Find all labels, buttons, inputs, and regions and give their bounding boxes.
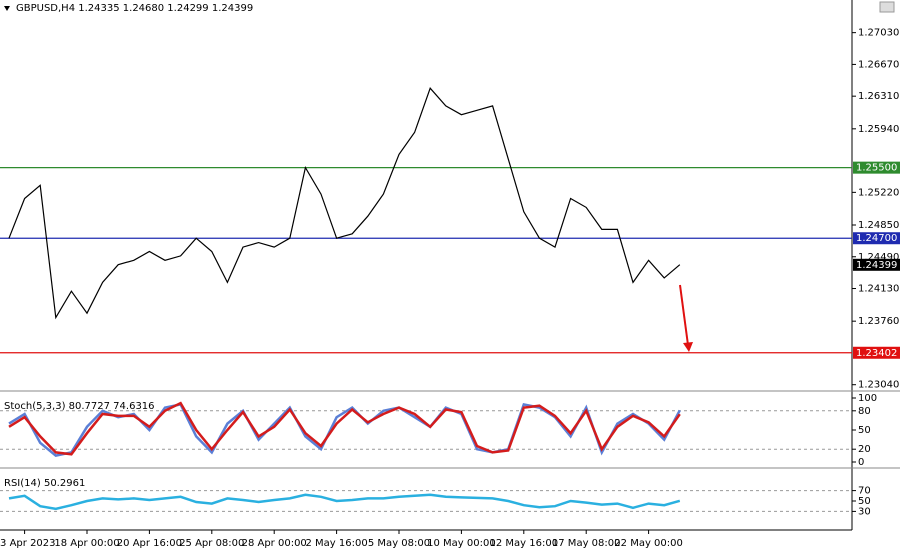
arrow-head [683,342,693,352]
x-tick-label: 18 Apr 00:00 [54,538,119,549]
level-label: 1.25500 [856,163,897,174]
x-tick-label: 2 May 16:00 [305,538,367,549]
y-tick-label: 80 [858,406,871,417]
x-tick-label: 17 May 08:00 [552,538,621,549]
y-tick-label: 1.24130 [858,284,899,295]
window-icon[interactable] [879,1,895,13]
series-line [8,493,681,511]
y-tick-label: 0 [858,457,864,468]
x-tick-label: 13 Apr 2023 [0,538,56,549]
y-tick-label: 1.25220 [858,187,899,198]
level-label-bg [853,161,900,174]
y-tick-label: 1.27030 [858,28,899,39]
y-tick-label: 1.23760 [858,316,899,327]
y-tick-label: 20 [858,444,871,455]
x-tick-label: 20 Apr 16:00 [117,538,182,549]
y-tick-label: 1.26310 [858,91,899,102]
series-line [8,87,681,320]
y-tick-label: 1.25940 [858,124,899,135]
level-label: 1.24399 [856,260,897,271]
level-label: 1.23402 [856,348,897,359]
panel-title: RSI(14) 50.2961 [4,478,85,489]
level-label: 1.24700 [856,233,897,244]
y-tick-label: 1.23040 [858,380,899,391]
panel-title: Stoch(5,3,3) 80.7727 74.6316 [4,401,155,412]
x-tick-label: 28 Apr 00:00 [242,538,307,549]
arrow [679,284,689,346]
x-tick-label: 5 May 08:00 [368,538,430,549]
x-tick-label: 12 May 16:00 [490,538,559,549]
y-tick-label: 50 [858,425,871,436]
y-tick-label: 100 [858,393,877,404]
level-label-bg [853,346,900,359]
y-tick-label: 1.24850 [858,220,899,231]
x-tick-label: 10 May 00:00 [427,538,496,549]
y-tick-label: 70 [858,486,871,497]
menu-triangle[interactable] [4,6,10,11]
y-tick-label: 1.26670 [858,59,899,70]
y-tick-label: 30 [858,506,871,517]
level-label-bg [853,258,900,271]
x-tick-label: 22 May 00:00 [614,538,683,549]
level-label-bg [853,232,900,245]
y-tick-label: 1.24490 [858,252,899,263]
panel-title: GBPUSD,H4 1.24335 1.24680 1.24299 1.2439… [16,3,253,14]
series-line [8,401,681,456]
y-tick-label: 50 [858,496,871,507]
x-tick-label: 25 Apr 08:00 [179,538,244,549]
